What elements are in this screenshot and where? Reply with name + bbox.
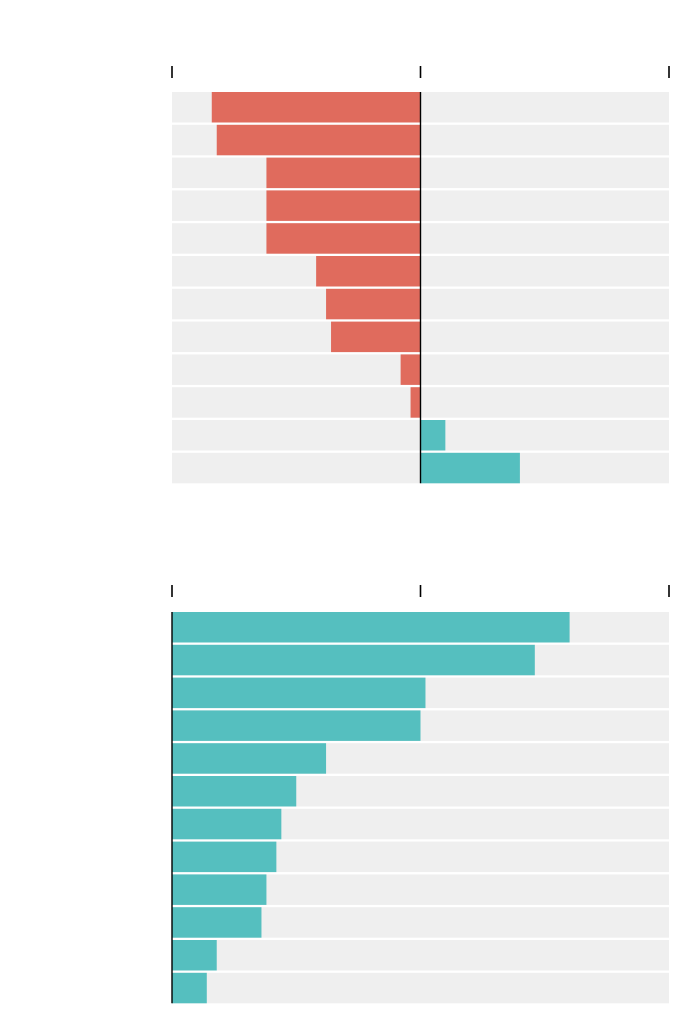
- bar: [400, 354, 421, 385]
- bar: [172, 677, 426, 709]
- bar: [172, 972, 207, 1004]
- bar: [172, 710, 421, 741]
- bar: [172, 612, 570, 643]
- bar: [326, 288, 421, 320]
- bar: [172, 776, 297, 807]
- bar: [172, 841, 277, 873]
- bar-track: [172, 972, 669, 1004]
- bar: [420, 420, 446, 451]
- bar: [266, 223, 421, 254]
- bar: [172, 743, 327, 774]
- diverging-bar-chart: [171, 66, 670, 484]
- bar: [172, 907, 262, 938]
- bar: [420, 452, 520, 484]
- bar: [266, 157, 421, 189]
- bar: [172, 808, 282, 840]
- bar: [172, 874, 267, 905]
- bar: [211, 92, 421, 123]
- bar: [172, 644, 535, 676]
- bar: [172, 940, 217, 971]
- positive-bar-chart: [171, 585, 670, 1004]
- bar: [331, 321, 421, 353]
- bar: [316, 256, 421, 287]
- bar: [216, 124, 421, 156]
- bar: [266, 190, 421, 221]
- bar: [410, 387, 421, 418]
- bar-track: [172, 940, 669, 971]
